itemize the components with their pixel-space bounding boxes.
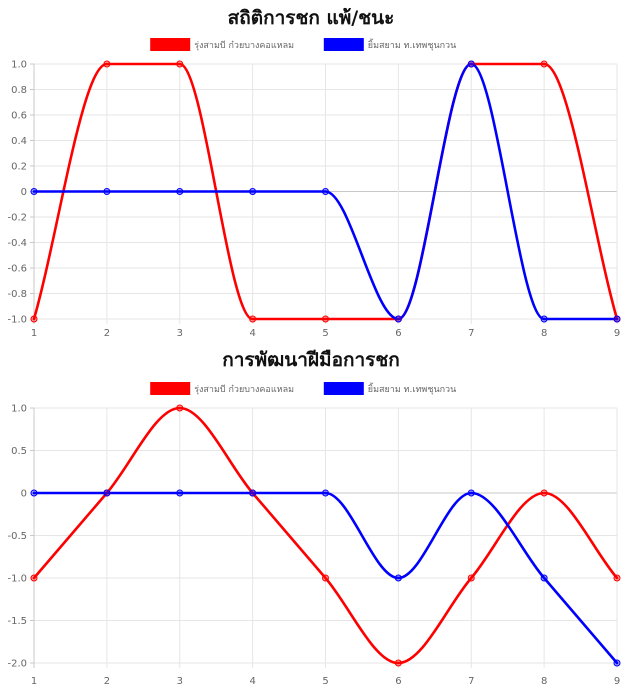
data-point[interactable] — [322, 315, 329, 323]
data-point[interactable] — [613, 659, 621, 667]
data-point[interactable] — [249, 489, 257, 497]
data-point[interactable] — [30, 489, 38, 497]
data-point[interactable] — [30, 574, 38, 582]
x-tick-label: 1 — [31, 676, 37, 687]
x-tick-label: 8 — [541, 676, 547, 687]
chart-grid — [30, 407, 618, 668]
y-tick-label: -1.0 — [7, 574, 27, 585]
legend-swatch — [150, 38, 191, 51]
data-point[interactable] — [394, 574, 402, 582]
data-point[interactable] — [249, 315, 257, 323]
legend-swatch — [150, 382, 191, 395]
legend-item[interactable]: รุ่งสามบี ก๋วยบางคอแหลม — [150, 382, 294, 395]
data-point[interactable] — [467, 60, 475, 68]
data-point[interactable] — [540, 489, 548, 497]
y-tick-label: -0.8 — [7, 289, 27, 300]
data-point[interactable] — [176, 188, 184, 195]
legend-item[interactable]: ยิ้มสยาม ท.เทพชุนกวน — [323, 38, 456, 51]
y-tick-label: 0.5 — [11, 446, 27, 457]
y-tick-label: -2.0 — [7, 659, 27, 670]
data-point[interactable] — [30, 188, 38, 195]
y-tick-label: -1.0 — [7, 315, 27, 326]
y-tick-label: 0.4 — [11, 136, 27, 147]
data-point[interactable] — [103, 188, 111, 195]
data-point[interactable] — [176, 489, 184, 497]
data-point[interactable] — [613, 574, 621, 582]
legend-swatch — [323, 38, 364, 51]
y-tick-label: 1.0 — [11, 404, 27, 415]
chart-legend: รุ่งสามบี ก๋วยบางคอแหลม ยิ้มสยาม ท.เทพชุน… — [150, 382, 456, 395]
x-tick-label: 2 — [104, 328, 110, 339]
y-tick-label: 0.6 — [11, 111, 27, 122]
legend-item[interactable]: ยิ้มสยาม ท.เทพชุนกวน — [323, 382, 456, 395]
x-tick-label: 3 — [177, 328, 183, 339]
y-tick-label: -0.4 — [7, 238, 27, 249]
data-point[interactable] — [322, 188, 329, 195]
data-point[interactable] — [540, 60, 548, 68]
y-tick-label: 0.2 — [11, 162, 27, 173]
x-tick-label: 7 — [468, 328, 474, 339]
data-point[interactable] — [176, 60, 184, 68]
skill-development-chart: การพัฒนาฝีมือการชกรุ่งสามบี ก๋วยบางคอแหล… — [0, 342, 622, 692]
x-tick-label: 5 — [322, 676, 328, 687]
data-point[interactable] — [394, 315, 402, 323]
win-loss-chart: สถิติการชก แพ้/ชนะรุ่งสามบี ก๋วยบางคอแหล… — [0, 0, 622, 342]
data-point[interactable] — [540, 574, 548, 582]
data-point[interactable] — [103, 60, 111, 68]
x-tick-label: 9 — [614, 676, 620, 687]
y-tick-label: -1.5 — [7, 616, 27, 627]
y-tick-label: -0.2 — [7, 213, 27, 224]
y-tick-label: 0 — [21, 489, 27, 500]
y-tick-label: 0 — [21, 187, 27, 198]
x-tick-label: 5 — [322, 328, 328, 339]
data-point[interactable] — [176, 404, 184, 412]
y-tick-label: -0.5 — [7, 531, 27, 542]
x-tick-label: 4 — [249, 328, 255, 339]
data-point[interactable] — [467, 574, 475, 582]
legend-label: รุ่งสามบี ก๋วยบางคอแหลม — [194, 40, 294, 51]
y-tick-label: 0.8 — [11, 85, 27, 96]
legend-label: ยิ้มสยาม ท.เทพชุนกวน — [368, 382, 456, 395]
chart-title: สถิติการชก แพ้/ชนะ — [228, 7, 395, 29]
data-point[interactable] — [30, 315, 38, 323]
data-point[interactable] — [322, 489, 329, 497]
legend-item[interactable]: รุ่งสามบี ก๋วยบางคอแหลม — [150, 38, 294, 51]
series-line — [32, 406, 619, 665]
x-tick-label: 6 — [395, 328, 401, 339]
x-tick-label: 1 — [31, 328, 37, 339]
data-point[interactable] — [613, 315, 621, 323]
data-point[interactable] — [322, 574, 329, 582]
x-tick-label: 4 — [249, 676, 255, 687]
x-tick-label: 6 — [395, 676, 401, 687]
data-point[interactable] — [103, 489, 111, 497]
data-point[interactable] — [249, 188, 257, 195]
chart-legend: รุ่งสามบี ก๋วยบางคอแหลม ยิ้มสยาม ท.เทพชุน… — [150, 38, 456, 51]
x-tick-label: 3 — [177, 676, 183, 687]
series-line — [32, 62, 619, 321]
x-tick-label: 7 — [468, 676, 474, 687]
series-line — [32, 491, 619, 665]
y-tick-label: 1.0 — [11, 60, 27, 71]
data-point[interactable] — [467, 489, 475, 497]
legend-swatch — [323, 382, 364, 395]
x-tick-label: 8 — [541, 328, 547, 339]
chart-title: การพัฒนาฝีมือการชก — [222, 349, 400, 371]
legend-label: รุ่งสามบี ก๋วยบางคอแหลม — [194, 384, 294, 395]
data-point[interactable] — [394, 659, 402, 667]
x-tick-label: 9 — [614, 328, 620, 339]
legend-label: ยิ้มสยาม ท.เทพชุนกวน — [368, 38, 456, 51]
y-tick-label: -0.6 — [7, 264, 27, 275]
x-tick-label: 2 — [104, 676, 110, 687]
data-point[interactable] — [540, 315, 548, 323]
